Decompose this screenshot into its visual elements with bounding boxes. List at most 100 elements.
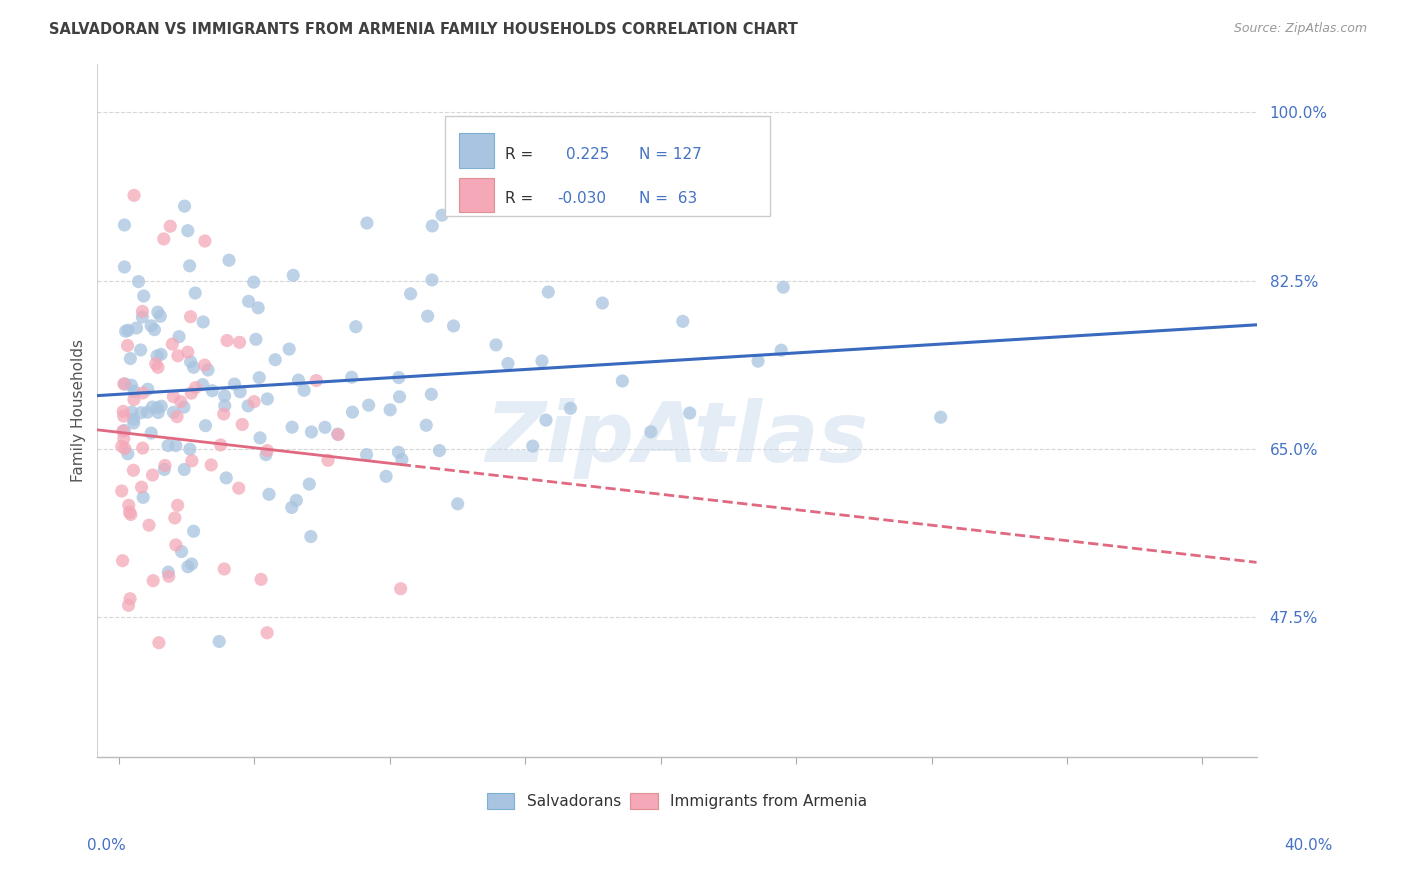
Point xyxy=(193,315,215,329)
Point xyxy=(212,407,235,421)
Point xyxy=(131,310,153,324)
Point xyxy=(314,420,336,434)
Point xyxy=(280,500,302,515)
Point xyxy=(162,405,184,419)
Point xyxy=(114,377,136,392)
Text: 0.0%: 0.0% xyxy=(87,838,127,853)
Point xyxy=(209,438,232,452)
Point xyxy=(201,384,224,398)
Point xyxy=(215,471,238,485)
Point xyxy=(326,427,349,442)
Point xyxy=(117,323,139,337)
Text: 0.225: 0.225 xyxy=(565,146,609,161)
Point xyxy=(278,342,301,356)
Y-axis label: Family Households: Family Households xyxy=(72,339,86,482)
Point xyxy=(141,425,163,440)
Point xyxy=(420,387,443,401)
Point xyxy=(496,357,519,371)
Point xyxy=(298,477,321,491)
Text: -0.030: -0.030 xyxy=(558,191,606,206)
Point xyxy=(125,321,148,335)
Point xyxy=(136,405,159,419)
Point xyxy=(380,402,402,417)
Point xyxy=(249,431,271,445)
Point xyxy=(287,373,309,387)
Point xyxy=(120,508,142,522)
Point xyxy=(122,188,145,202)
Point xyxy=(281,420,304,434)
Point xyxy=(118,505,141,519)
Point xyxy=(772,280,794,294)
Point xyxy=(747,354,769,368)
Point xyxy=(242,275,264,289)
Point xyxy=(146,360,169,375)
Point xyxy=(245,332,267,346)
Point xyxy=(184,381,207,395)
Text: R =: R = xyxy=(505,146,534,161)
Point xyxy=(194,418,217,433)
Point xyxy=(183,360,205,375)
Point xyxy=(122,384,145,399)
Point xyxy=(256,443,278,458)
Point xyxy=(640,425,662,439)
Point xyxy=(131,480,153,494)
Point xyxy=(143,323,166,337)
FancyBboxPatch shape xyxy=(446,116,769,217)
Point xyxy=(420,219,443,233)
Point xyxy=(157,565,180,579)
Point xyxy=(120,351,142,366)
Point xyxy=(121,378,143,392)
Point xyxy=(191,377,214,392)
Point xyxy=(157,439,180,453)
Point xyxy=(299,425,322,439)
Point xyxy=(114,218,136,232)
Point xyxy=(141,318,163,333)
Point xyxy=(489,181,512,195)
Point xyxy=(153,462,176,476)
Point xyxy=(117,447,139,461)
Point xyxy=(214,562,236,576)
Point xyxy=(150,399,173,413)
Point xyxy=(111,483,134,498)
Point xyxy=(120,591,142,606)
Point xyxy=(560,401,582,416)
Point xyxy=(112,409,135,423)
Point xyxy=(165,538,187,552)
Point xyxy=(420,273,443,287)
Point xyxy=(132,289,155,303)
Point xyxy=(250,573,273,587)
Point xyxy=(247,370,270,384)
Point xyxy=(180,310,202,324)
Point xyxy=(257,487,280,501)
Point xyxy=(162,337,184,351)
Point xyxy=(165,439,187,453)
FancyBboxPatch shape xyxy=(458,134,494,168)
Point xyxy=(316,453,339,467)
Text: N =  63: N = 63 xyxy=(638,191,697,206)
Legend: Salvadorans, Immigrants from Armenia: Salvadorans, Immigrants from Armenia xyxy=(481,787,873,815)
Point xyxy=(131,304,153,318)
Point xyxy=(117,338,139,352)
Point xyxy=(591,296,613,310)
Point xyxy=(180,355,202,369)
Point xyxy=(443,318,465,333)
Point xyxy=(152,232,174,246)
Point xyxy=(163,511,186,525)
Point xyxy=(562,152,585,166)
Point xyxy=(243,394,266,409)
Point xyxy=(145,357,167,371)
Text: 40.0%: 40.0% xyxy=(1285,838,1333,853)
Point xyxy=(157,569,180,583)
Point xyxy=(136,382,159,396)
Point xyxy=(112,432,135,446)
Point xyxy=(218,253,240,268)
Point xyxy=(141,400,163,414)
Point xyxy=(612,374,634,388)
Point xyxy=(162,390,184,404)
Point xyxy=(429,443,451,458)
Point xyxy=(146,405,169,419)
Point xyxy=(153,458,176,473)
Point xyxy=(149,310,172,324)
Point xyxy=(111,554,134,568)
Point xyxy=(166,409,188,424)
